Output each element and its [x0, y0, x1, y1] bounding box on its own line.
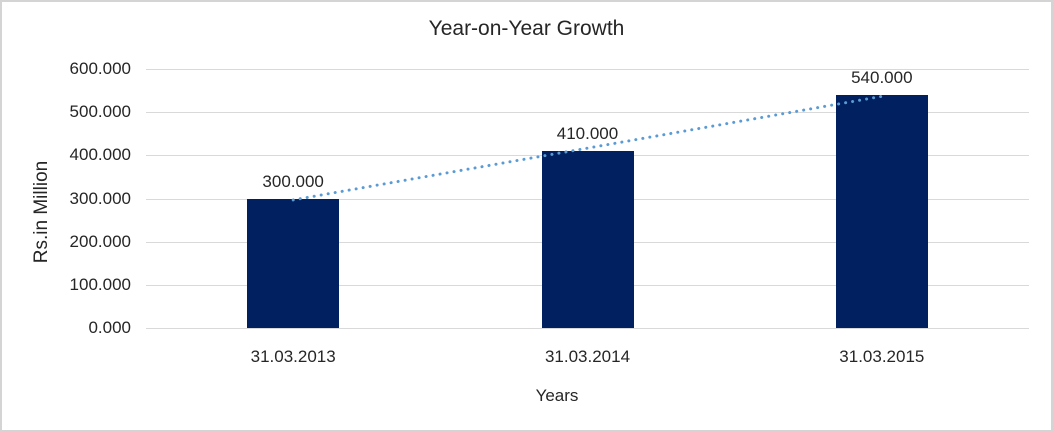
y-tick-label: 400.000 [69, 145, 131, 165]
y-tick-label: 200.000 [69, 231, 131, 251]
y-tick-label: 300.000 [69, 188, 131, 208]
bar-value-label: 410.000 [556, 124, 619, 144]
bar-31.03.2014 [541, 151, 634, 328]
gridline [146, 328, 1029, 329]
gridline [146, 69, 1029, 70]
bar-31.03.2015 [835, 94, 928, 328]
x-axis-title: Years [535, 386, 579, 405]
bar-value-label: 300.000 [262, 171, 324, 191]
y-tick-label: 0.000 [88, 318, 131, 337]
y-tick-label: 500.000 [69, 102, 131, 122]
chart-title: Year-on-Year Growth [428, 17, 625, 40]
x-category-label: 31.03.2013 [250, 347, 336, 366]
y-tick-label: 100.000 [69, 274, 131, 294]
x-category-label: 31.03.2014 [544, 347, 631, 366]
bar-31.03.2013 [247, 198, 340, 328]
x-category-label: 31.03.2015 [839, 347, 925, 366]
y-tick-label: 600.000 [69, 59, 131, 78]
bar-value-label: 540.000 [851, 67, 913, 87]
